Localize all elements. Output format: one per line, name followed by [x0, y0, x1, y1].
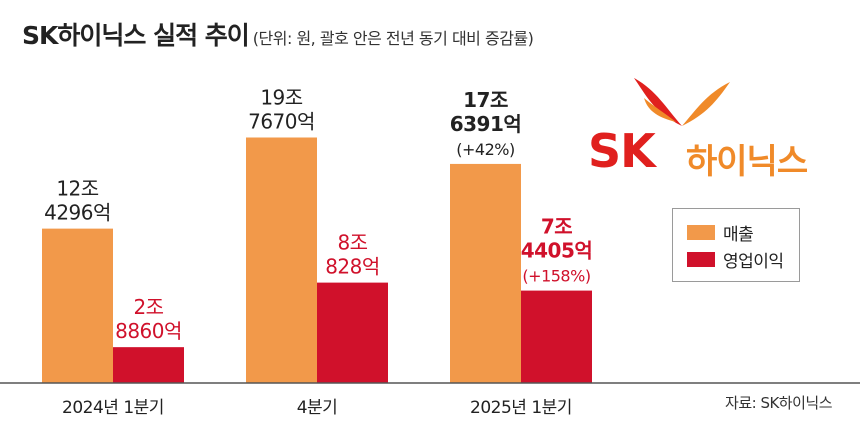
x-tick-label-2: 2025년 1분기 — [470, 398, 572, 418]
legend-item-profit: 영업이익 — [687, 248, 784, 272]
chart-title-row: SK하이닉스 실적 추이 (단위: 원, 괄호 안은 전년 동기 대비 증감률) — [22, 16, 534, 52]
data-label-revenue-2-2: (+42%) — [456, 140, 514, 159]
data-label-revenue-2-0: 17조 — [463, 88, 508, 112]
bar-profit-2 — [521, 290, 592, 383]
legend-swatch-revenue — [687, 224, 715, 240]
bar-profit-0 — [113, 347, 184, 383]
data-label-profit-1-1: 828억 — [325, 255, 380, 279]
data-label-profit-1-0: 8조 — [337, 231, 367, 255]
bar-revenue-2 — [450, 163, 521, 383]
legend-label-revenue: 매출 — [723, 224, 754, 245]
data-label-revenue-1-1: 7670억 — [248, 109, 315, 133]
chart-title: SK하이닉스 실적 추이 — [22, 21, 250, 50]
bar-profit-1 — [317, 282, 388, 383]
legend-label-profit: 영업이익 — [723, 251, 784, 272]
data-label-revenue-0-0: 12조 — [56, 177, 98, 201]
data-label-profit-2-2: (+158%) — [522, 267, 590, 286]
sk-hynix-logo: SK 하이닉스 — [586, 68, 836, 188]
bar-revenue-1 — [246, 137, 317, 383]
chart-legend: 매출 영업이익 — [672, 208, 800, 282]
chart-subtitle: (단위: 원, 괄호 안은 전년 동기 대비 증감률) — [252, 29, 534, 48]
data-label-profit-0-1: 8860억 — [115, 319, 182, 343]
data-label-revenue-2-1: 6391억 — [450, 112, 522, 136]
data-label-revenue-1-0: 19조 — [260, 85, 302, 109]
x-tick-label-0: 2024년 1분기 — [62, 398, 164, 418]
x-tick-label-1: 4분기 — [297, 398, 338, 418]
data-label-profit-0-0: 2조 — [133, 295, 163, 319]
butterfly-logo-icon — [634, 78, 730, 126]
data-label-profit-2-1: 4405억 — [521, 239, 593, 263]
legend-swatch-profit — [687, 251, 715, 267]
logo-brand-text: SK — [588, 124, 656, 178]
logo-name-text: 하이닉스 — [686, 142, 808, 182]
bar-revenue-0 — [42, 228, 113, 383]
source-note: 자료: SK하이닉스 — [725, 394, 832, 412]
legend-item-revenue: 매출 — [687, 221, 754, 245]
data-label-revenue-0-1: 4296억 — [44, 201, 111, 225]
data-label-profit-2-0: 7조 — [541, 215, 572, 239]
